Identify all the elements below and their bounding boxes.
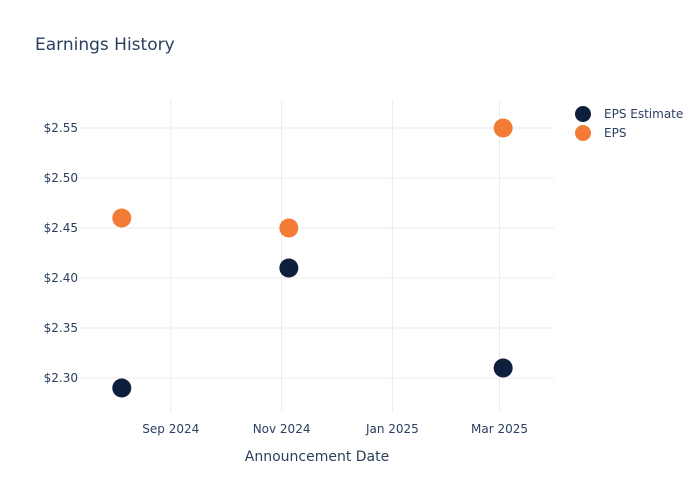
- y-tick-label: $2.45: [44, 221, 78, 235]
- data-points: [112, 118, 513, 398]
- chart-title: Earnings History: [35, 35, 175, 55]
- data-point-eps[interactable]: [493, 118, 513, 138]
- y-axis-ticks: $2.30 $2.35 $2.40 $2.45 $2.50 $2.55: [44, 121, 78, 385]
- data-point-eps-estimate[interactable]: [493, 358, 513, 378]
- data-point-eps[interactable]: [112, 208, 132, 228]
- y-tick-label: $2.35: [44, 321, 78, 335]
- grid-lines: [80, 100, 554, 412]
- x-tick-label: Jan 2025: [365, 422, 419, 436]
- y-tick-label: $2.30: [44, 371, 78, 385]
- x-tick-label: Nov 2024: [253, 422, 311, 436]
- y-tick-label: $2.55: [44, 121, 78, 135]
- x-axis-ticks: Sep 2024 Nov 2024 Jan 2025 Mar 2025: [142, 422, 528, 436]
- legend-label[interactable]: EPS Estimate: [604, 107, 683, 121]
- legend: EPS Estimate EPS: [575, 106, 683, 141]
- y-tick-label: $2.50: [44, 171, 78, 185]
- data-point-eps[interactable]: [279, 218, 299, 238]
- x-tick-label: Mar 2025: [471, 422, 528, 436]
- legend-marker: [575, 106, 591, 122]
- data-point-eps-estimate[interactable]: [112, 378, 132, 398]
- y-tick-label: $2.40: [44, 271, 78, 285]
- legend-label[interactable]: EPS: [604, 126, 626, 140]
- x-tick-label: Sep 2024: [142, 422, 199, 436]
- legend-marker: [575, 125, 591, 141]
- data-point-eps-estimate[interactable]: [279, 258, 299, 278]
- x-axis-title: Announcement Date: [245, 449, 389, 465]
